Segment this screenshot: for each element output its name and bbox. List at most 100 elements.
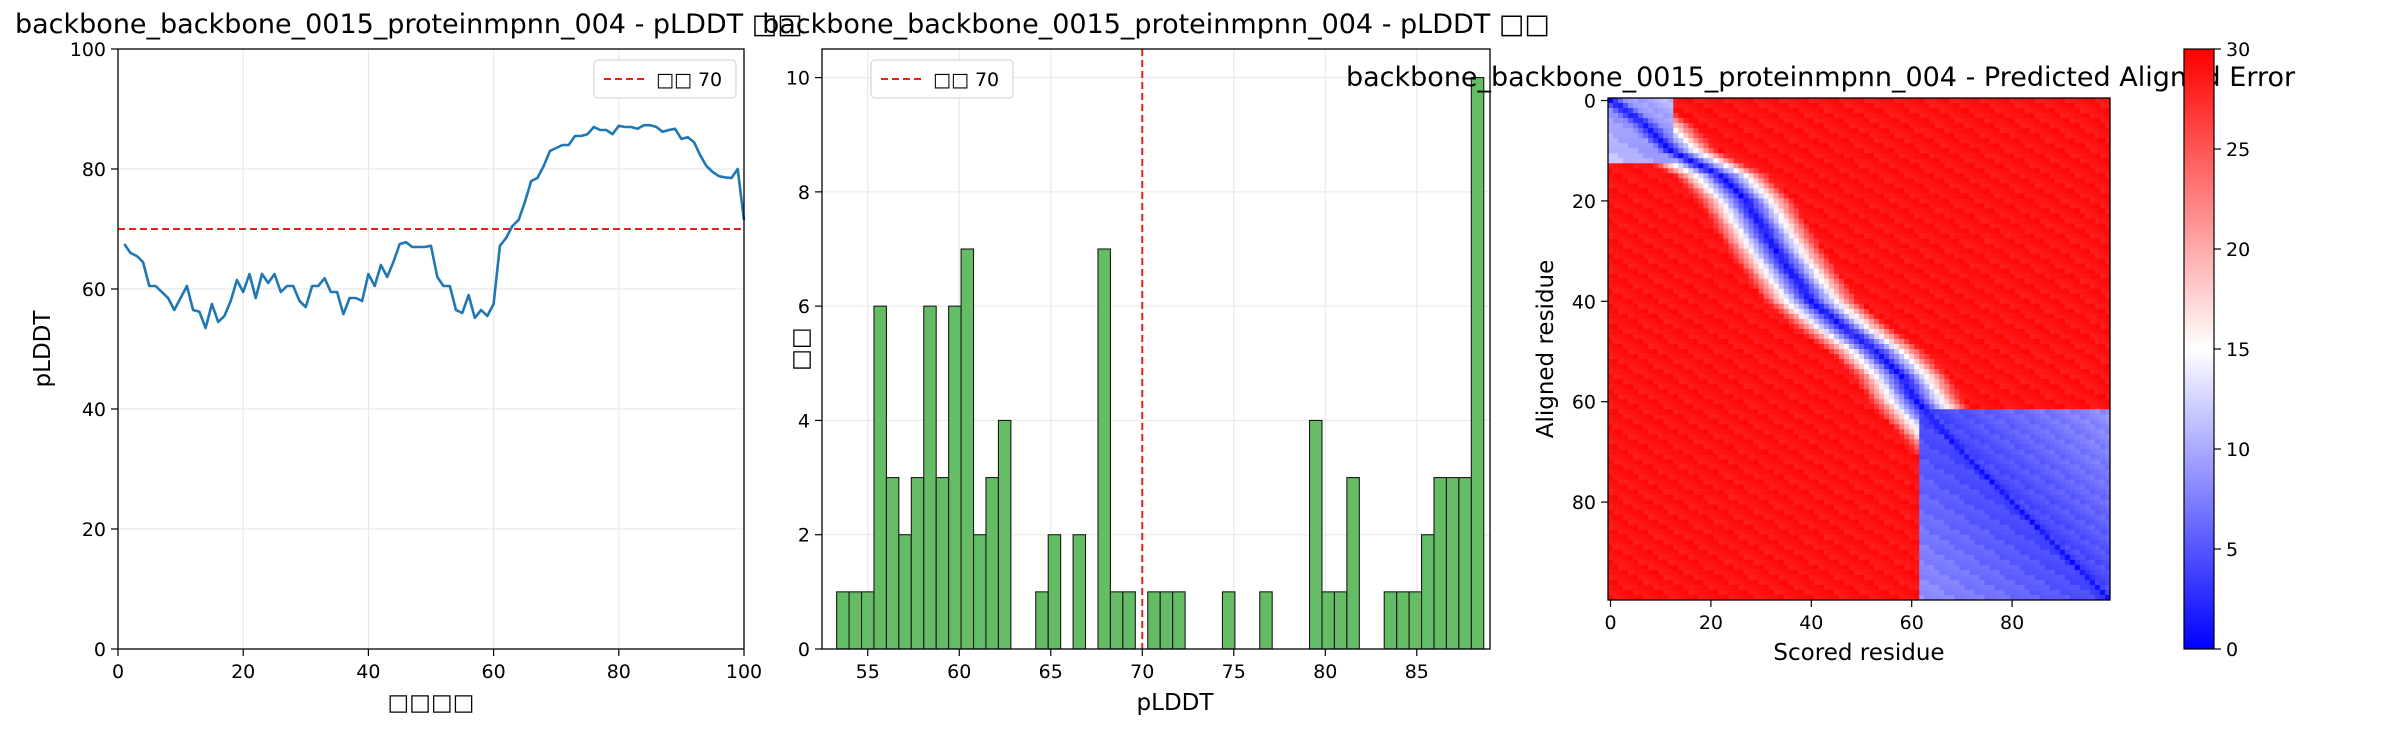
- pae-cell: [1833, 268, 1840, 275]
- pae-cell: [1663, 303, 1669, 310]
- pae-cell: [1879, 303, 1885, 310]
- pae-cell: [1743, 108, 1749, 114]
- pae-cell: [1763, 213, 1769, 219]
- pae-cell: [1748, 193, 1754, 199]
- pae-cell: [1969, 333, 1975, 340]
- pae-cell: [2004, 328, 2010, 335]
- pae-cell: [1864, 303, 1870, 310]
- pae-cell: [1914, 328, 1920, 335]
- pae-cell: [1773, 288, 1780, 295]
- pae-cell: [1733, 273, 1739, 280]
- pae-cell: [1738, 113, 1744, 119]
- pae-cell: [1703, 308, 1709, 315]
- pae-cell: [1894, 338, 1900, 345]
- pae-cell: [1678, 313, 1684, 320]
- pae-cell: [1703, 208, 1709, 214]
- pae-cell: [1823, 288, 1830, 295]
- pae-cell: [2094, 123, 2101, 129]
- pae-cell: [1944, 318, 1950, 325]
- pae-cell: [1788, 98, 1795, 104]
- pae-cell: [1989, 98, 1995, 104]
- pae-cell: [1688, 328, 1694, 335]
- pae-cell: [1623, 103, 1629, 109]
- pae-cell: [1818, 178, 1825, 184]
- pae-cell: [2074, 298, 2081, 305]
- pae-cell: [1683, 233, 1689, 239]
- pae-cell: [1703, 303, 1709, 310]
- pae-cell: [1904, 248, 1910, 254]
- pae-cell: [1743, 333, 1749, 340]
- pae-cell: [1738, 128, 1744, 134]
- pae-cell: [1924, 218, 1930, 224]
- pae-cell: [2044, 118, 2051, 124]
- pae-cell: [1843, 168, 1850, 174]
- pae-cell: [1733, 338, 1739, 345]
- pae-cell: [1728, 298, 1734, 305]
- pae-cell: [1934, 183, 1940, 189]
- pae-cell: [1698, 238, 1704, 244]
- pae-cell: [1693, 218, 1699, 224]
- pae-cell: [1758, 148, 1764, 154]
- pae-cell: [1999, 253, 2005, 259]
- pae-cell: [1904, 253, 1910, 259]
- pae-cell: [1758, 258, 1764, 265]
- pae-cell: [1788, 293, 1795, 300]
- pae-cell: [1894, 288, 1900, 295]
- pae-cell: [1753, 148, 1759, 154]
- pae-cell: [2014, 318, 2020, 325]
- pae-cell: [1889, 283, 1895, 290]
- pae-cell: [2034, 263, 2041, 270]
- pae-cell: [1904, 183, 1910, 189]
- pae-cell: [2099, 118, 2106, 124]
- pae-cell: [1934, 198, 1940, 204]
- pae-cell: [1608, 288, 1614, 295]
- pae-cell: [1803, 133, 1810, 139]
- pae-cell: [2049, 298, 2056, 305]
- pae-cell: [1703, 288, 1709, 295]
- pae-cell: [1964, 288, 1970, 295]
- pae-cell: [1713, 148, 1719, 154]
- pae-cell: [1738, 268, 1744, 275]
- pae-cell: [1964, 333, 1970, 340]
- pae-cell: [1859, 273, 1865, 280]
- pae-cell: [2019, 98, 2026, 104]
- pae-cell: [1723, 173, 1729, 179]
- pae-cell: [1703, 163, 1709, 169]
- pae-cell: [1658, 218, 1664, 224]
- pae-cell: [1859, 248, 1865, 254]
- pae-cell: [1808, 163, 1815, 169]
- pae-cell: [1869, 153, 1875, 159]
- pae-cell: [1833, 173, 1840, 179]
- pae-cell: [1909, 233, 1915, 239]
- pae-cell: [1763, 298, 1769, 305]
- pae-cell: [1899, 133, 1905, 139]
- pae-cell: [1859, 278, 1865, 285]
- pae-cell: [1899, 238, 1905, 244]
- pae-cell: [2034, 293, 2041, 300]
- pae-cell: [1949, 323, 1955, 330]
- pae-cell: [1924, 253, 1930, 259]
- pae-cell: [1738, 198, 1744, 204]
- pae-cell: [1728, 323, 1734, 330]
- pae-cell: [1798, 118, 1805, 124]
- pae-cell: [1693, 138, 1699, 144]
- pae-cell: [1728, 98, 1734, 104]
- pae-cell: [1768, 323, 1775, 330]
- pae-cell: [1618, 123, 1624, 129]
- pae-cell: [2074, 183, 2081, 189]
- pae-cell: [1753, 243, 1759, 249]
- pae-cell: [1758, 243, 1764, 249]
- pae-cell: [1959, 218, 1965, 224]
- pae-cell: [1678, 193, 1684, 199]
- pae-cell: [1648, 308, 1654, 315]
- pae-cell: [1989, 158, 1995, 164]
- pae-cell: [1728, 213, 1734, 219]
- pae-cell: [1838, 228, 1845, 234]
- pae-cell: [1959, 213, 1965, 219]
- pae-cell: [2094, 283, 2101, 290]
- pae-cell: [1959, 168, 1965, 174]
- pae-cell: [1889, 138, 1895, 144]
- pae-cell: [1899, 168, 1905, 174]
- pae-cell: [1909, 238, 1915, 244]
- pae-cell: [2069, 168, 2076, 174]
